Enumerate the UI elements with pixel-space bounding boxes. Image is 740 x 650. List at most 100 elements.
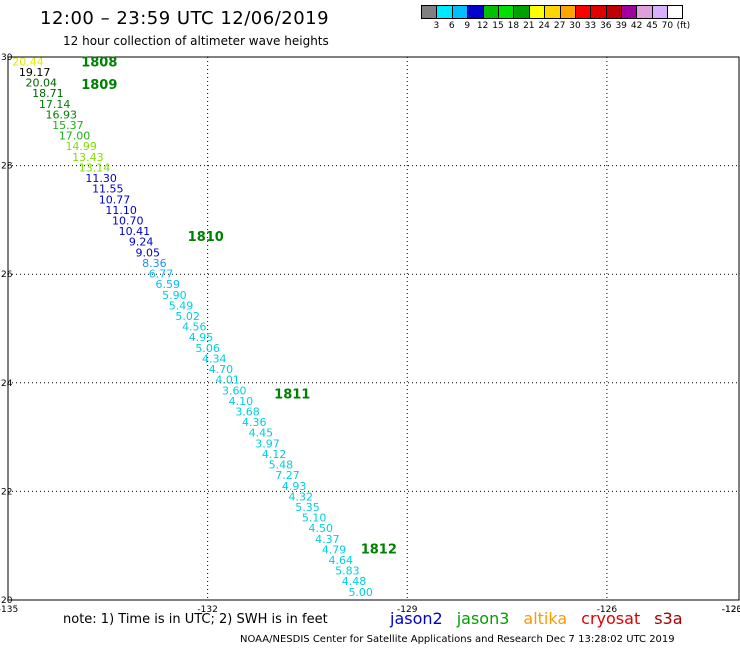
swh-value-label: 8.36: [142, 257, 167, 270]
scale-label: 30: [569, 21, 581, 31]
y-tick-label: 26: [1, 270, 13, 280]
y-tick-label: 24: [1, 379, 13, 389]
swh-value-label: 4.32: [289, 490, 314, 503]
swh-value-label: 5.35: [295, 501, 320, 514]
scale-label: 15: [492, 21, 504, 31]
swh-value-label: 13.14: [79, 161, 111, 174]
swh-value-label: 11.30: [85, 172, 117, 185]
color-scale-swatches: [421, 5, 683, 19]
scale-label: 3: [433, 21, 440, 31]
swh-value-label: 4.95: [189, 331, 214, 344]
map-title: 12:00 – 23:59 UTC 12/06/2019: [40, 8, 330, 29]
swh-value-label: 4.37: [315, 533, 340, 546]
scale-label: 27: [553, 21, 566, 31]
swh-value-label: 4.48: [342, 575, 367, 588]
scale-label: 9: [464, 21, 471, 31]
swh-value-label: 4.10: [229, 395, 254, 408]
scale-label: 39: [615, 21, 627, 31]
swh-value-label: 20.44: [12, 55, 44, 68]
color-scale-labels: 3 6 9 12 15 18 21 24 27 30 33 36 39 42 45 70 (ft): [421, 19, 691, 31]
scale-label: 12: [476, 21, 489, 31]
swh-value-label: 4.93: [282, 480, 307, 493]
swh-value-label: 4.56: [182, 321, 207, 334]
swh-value-label: 5.83: [335, 565, 360, 578]
scale-swatch: [544, 5, 560, 19]
scale-swatch: [436, 5, 452, 19]
swh-value-label: 6.77: [149, 268, 174, 281]
plot-frame: [7, 56, 740, 601]
legend-jason3: jason3: [456, 609, 510, 628]
y-tick-label: 28: [1, 162, 13, 172]
track-time-label: 1808: [81, 55, 117, 70]
wave-height-color-scale: 3 6 9 12 15 18 21 24 27 30 33 36 39 42 45 70 (ft): [421, 5, 691, 31]
swh-value-label: 20.04: [26, 77, 58, 90]
scale-label: 70: [661, 21, 674, 31]
scale-swatch: [497, 5, 514, 19]
scale-swatch: [651, 5, 668, 19]
swh-value-label: 5.90: [162, 289, 187, 302]
scale-swatch: [590, 5, 606, 19]
scale-label: 24: [538, 21, 550, 31]
swh-value-label: 17.00: [59, 130, 91, 143]
swh-value-label: 4.70: [209, 363, 234, 376]
map-subtitle: 12 hour collection of altimeter wave hei…: [63, 34, 329, 48]
swh-value-label: 10.41: [119, 225, 151, 238]
scale-label: 45: [646, 21, 658, 31]
swh-value-label: 14.99: [65, 140, 97, 153]
swh-value-label: 9.24: [129, 236, 154, 249]
swh-value-label: 13.43: [72, 151, 104, 164]
scale-swatch: [451, 5, 468, 19]
swh-value-label: 9.05: [135, 246, 160, 259]
scale-swatch: [513, 5, 529, 19]
scale-label: 42: [630, 21, 643, 31]
swh-value-label: 3.68: [235, 405, 260, 418]
x-tick-label: -135: [0, 605, 18, 615]
y-tick-label: 20: [1, 596, 13, 606]
scale-swatch: [574, 5, 591, 19]
scale-swatch: [667, 5, 683, 19]
scale-label: 18: [507, 21, 520, 31]
scale-label: 33: [584, 21, 597, 31]
track-time-label: 1812: [361, 542, 397, 557]
swh-value-label: 4.45: [249, 427, 274, 440]
swh-value-label: 17.14: [39, 98, 71, 111]
x-tick-label: -132: [197, 605, 217, 615]
credit-line: NOAA/NESDIS Center for Satellite Applica…: [240, 634, 675, 645]
track-time-label: 1811: [274, 388, 310, 403]
swh-value-label: 4.01: [215, 374, 240, 387]
swh-value-label: 4.36: [242, 416, 267, 429]
swh-value-label: 7.27: [275, 469, 300, 482]
satellite-legend: jason2 jason3 altika cryosat s3a: [390, 609, 697, 628]
swh-value-label: 3.97: [255, 437, 280, 450]
scale-label: 21: [523, 21, 535, 31]
swh-value-label: 10.77: [99, 193, 131, 206]
scale-swatch: [559, 5, 575, 19]
scale-swatch: [482, 5, 498, 19]
track-time-label: 1810: [188, 230, 224, 245]
scale-label: 6: [448, 21, 455, 31]
legend-cryosat: cryosat: [581, 609, 641, 628]
x-tick-label: -123: [722, 605, 740, 615]
swh-value-label: 4.12: [262, 448, 287, 461]
swh-value-label: 11.10: [105, 204, 137, 217]
footer-note: note: 1) Time is in UTC; 2) SWH is in fe…: [63, 612, 328, 627]
swh-value-label: 6.59: [155, 278, 180, 291]
swh-value-label: 15.37: [52, 119, 84, 132]
x-tick-label: -120: [722, 605, 740, 615]
scale-label: 36: [600, 21, 612, 31]
y-tick-label: 30: [1, 53, 13, 63]
y-tick-label: 22: [1, 487, 12, 497]
scale-swatch: [605, 5, 622, 19]
swh-value-label: 5.10: [302, 512, 327, 525]
swh-value-label: 4.50: [309, 522, 334, 535]
swh-value-label: 4.64: [328, 554, 353, 567]
swh-value-label: 19.17: [19, 66, 51, 79]
scale-swatch: [636, 5, 652, 19]
track-time-label: 1809: [81, 78, 117, 93]
swh-value-label: 4.79: [322, 543, 347, 556]
scale-swatch: [528, 5, 545, 19]
swh-value-label: 5.00: [348, 586, 373, 599]
legend-jason2: jason2: [390, 609, 443, 628]
swh-value-label: 11.55: [92, 183, 124, 196]
